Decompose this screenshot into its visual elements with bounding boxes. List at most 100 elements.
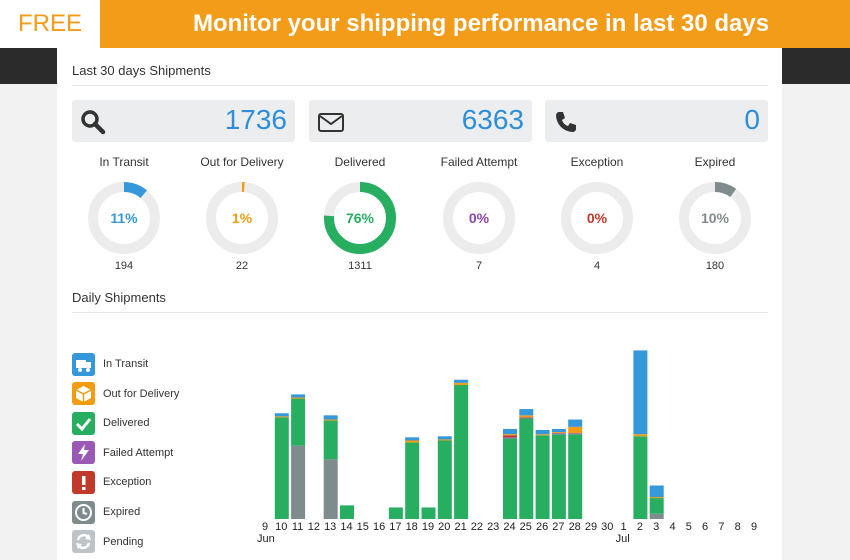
bar-segment-delivered[interactable] [388, 507, 403, 519]
legend-item-in-transit[interactable]: In Transit [72, 352, 148, 376]
bar-segment-expired[interactable] [649, 513, 664, 519]
stat-card-search[interactable]: 1736 [72, 100, 295, 142]
bar-segment-out-for-delivery[interactable] [437, 439, 452, 441]
bar-segment-failed-attempt[interactable] [503, 437, 517, 439]
search-icon [80, 109, 106, 135]
stat-value: 1736 [224, 104, 287, 135]
x-tick-label: 22 [470, 521, 484, 533]
bar-segment-delivered[interactable] [291, 398, 306, 446]
legend-label: In Transit [103, 358, 149, 370]
bolt-icon [72, 441, 95, 465]
donut-ring: 11% [88, 182, 160, 254]
bar-segment-out-for-delivery[interactable] [551, 432, 566, 434]
bar-segment-out-for-delivery[interactable] [519, 415, 534, 418]
bar-segment-delivered[interactable] [454, 384, 469, 519]
x-tick-label: 23 [487, 521, 500, 533]
x-tick-label: 11 [291, 521, 304, 533]
x-tick-label: 15 [356, 521, 369, 533]
x-tick-label: 17 [389, 521, 402, 533]
bar-segment-delivered[interactable] [421, 507, 436, 519]
bar-segment-delivered[interactable] [535, 435, 550, 519]
bar-segment-in-transit[interactable] [568, 419, 583, 427]
bar-segment-in-transit[interactable] [405, 437, 420, 441]
legend-item-delivered[interactable]: Delivered [72, 411, 149, 435]
bar-segment-in-transit[interactable] [454, 379, 469, 383]
x-tick-label: 4 [669, 521, 676, 533]
bar-segment-out-for-delivery[interactable] [633, 434, 648, 437]
free-badge: FREE [0, 0, 100, 48]
bar-segment-in-transit[interactable] [274, 413, 289, 417]
bar-segment-in-transit[interactable] [503, 428, 517, 435]
donut-percent: 76% [346, 210, 375, 226]
donut-out-for-delivery[interactable]: Out for Delivery 1% 22 [187, 155, 297, 272]
bar-segment-in-transit[interactable] [649, 485, 664, 498]
donut-label: In Transit [99, 155, 149, 169]
bar-segment-failed-attempt[interactable] [551, 433, 566, 435]
bar-segment-failed-attempt[interactable] [519, 417, 534, 419]
legend-item-out-for-delivery[interactable]: Out for Delivery [72, 382, 179, 406]
legend-label: Out for Delivery [103, 387, 180, 400]
legend-label: Delivered [103, 417, 150, 430]
stat-card-phone[interactable]: 0 [545, 100, 768, 142]
bar-segment-delivered[interactable] [437, 440, 452, 519]
bar-segment-delivered[interactable] [340, 505, 354, 519]
x-tick-label: 16 [372, 521, 386, 533]
envelope-icon [317, 109, 344, 135]
stat-card-email[interactable]: 6363 [309, 100, 532, 142]
donut-in-transit[interactable]: In Transit 11% 194 [69, 155, 179, 272]
bar-segment-in-transit[interactable] [535, 430, 550, 435]
x-tick-label: 8 [734, 521, 741, 533]
bar-segment-in-transit[interactable] [323, 415, 338, 420]
bar-segment-out-for-delivery[interactable] [503, 434, 517, 436]
bar-segment-out-for-delivery[interactable] [405, 440, 420, 443]
bar-segment-expired[interactable] [323, 459, 338, 519]
bar-segment-in-transit[interactable] [633, 350, 648, 435]
phone-icon [553, 109, 579, 135]
bar-segment-out-for-delivery[interactable] [323, 419, 338, 421]
x-tick-label: 9 [261, 521, 269, 533]
donut-exception[interactable]: Exception 0% 4 [542, 155, 652, 272]
x-tick-label: 20 [438, 521, 451, 533]
donut-arc [88, 182, 160, 254]
x-tick-label: 3 [653, 521, 660, 533]
legend-item-expired[interactable]: Expired [72, 500, 140, 524]
bar-segment-in-transit[interactable] [551, 428, 566, 433]
bar-segment-delivered[interactable] [274, 417, 289, 519]
bar-segment-in-transit[interactable] [519, 409, 534, 416]
stat-value: 6363 [461, 104, 524, 135]
donut-delivered[interactable]: Delivered 76% 1311 [305, 155, 415, 272]
bar-segment-delivered[interactable] [551, 434, 566, 519]
bar-segment-delivered[interactable] [633, 436, 648, 519]
legend-item-exception[interactable]: Exception [72, 470, 151, 494]
bar-segment-in-transit[interactable] [437, 436, 452, 440]
bar-segment-in-transit[interactable] [291, 394, 306, 398]
x-month-label: Jul [615, 533, 630, 545]
bar-segment-delivered[interactable] [503, 438, 517, 519]
bar-segment-exception[interactable] [503, 435, 517, 438]
bar-segment-delivered[interactable] [649, 498, 664, 514]
legend-item-failed-attempt[interactable]: Failed Attempt [72, 441, 173, 465]
bar-segment-delivered[interactable] [519, 418, 534, 519]
bar-segment-out-for-delivery[interactable] [535, 434, 550, 436]
donut-arc [679, 182, 751, 254]
donut-expired[interactable]: Expired 10% 180 [660, 155, 770, 272]
bar-segment-delivered[interactable] [568, 434, 583, 519]
bar-segment-out-for-delivery[interactable] [454, 382, 469, 385]
bar-segment-expired[interactable] [291, 445, 306, 519]
bar-segment-delivered[interactable] [405, 442, 420, 519]
bar-segment-out-for-delivery[interactable] [568, 426, 583, 434]
donut-failed-attempt[interactable]: Failed Attempt 0% 7 [424, 155, 534, 272]
exclamation-icon [72, 470, 95, 494]
bar-segment-out-for-delivery[interactable] [274, 416, 289, 418]
donut-percent: 10% [701, 210, 730, 226]
bar-segment-out-for-delivery[interactable] [291, 397, 306, 399]
bar-segment-delivered[interactable] [323, 420, 338, 460]
bar-segment-failed-attempt[interactable] [568, 433, 583, 435]
donut-percent: 1% [232, 210, 253, 226]
shipments-section-title: Last 30 days Shipments [72, 63, 211, 78]
x-tick-label: 10 [275, 521, 288, 533]
x-month-label: Jun [257, 533, 275, 545]
bar-segment-out-for-delivery[interactable] [649, 497, 664, 499]
legend-item-pending[interactable]: Pending [72, 530, 143, 554]
x-tick-label: 12 [307, 521, 321, 533]
